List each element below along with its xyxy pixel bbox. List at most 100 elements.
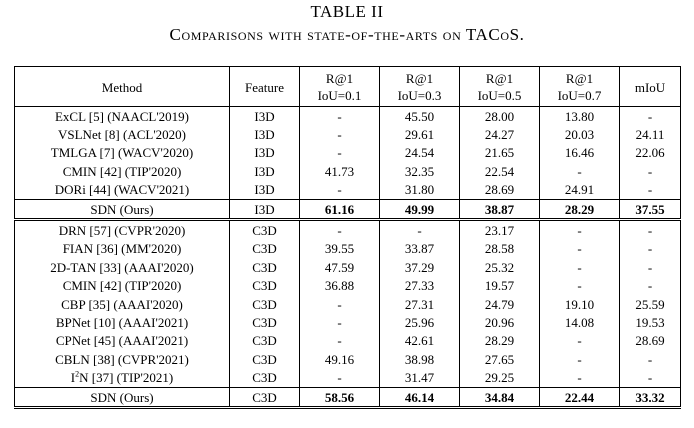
method-cell: CMIN [42] (TIP'2020) bbox=[14, 276, 230, 295]
r1-iou07-cell: 28.29 bbox=[539, 198, 620, 222]
feature-cell: I3D bbox=[229, 106, 300, 126]
r1-iou03-cell: - bbox=[379, 219, 460, 240]
method-cell: FIAN [36] (MM'2020) bbox=[14, 239, 230, 259]
r1-iou05-cell: 20.96 bbox=[459, 313, 540, 332]
feature-cell: I3D bbox=[229, 162, 300, 181]
header-r1-iou07-bottom: IoU=0.7 bbox=[557, 88, 602, 103]
r1-iou05-cell: 28.00 bbox=[459, 106, 540, 126]
r1-iou03-cell: 31.47 bbox=[379, 368, 460, 388]
header-r1-iou07-top: R@1 bbox=[565, 71, 594, 86]
r1-iou05-cell: 23.17 bbox=[459, 219, 540, 240]
header-r1-iou01-top: R@1 bbox=[325, 71, 354, 86]
method-cell: SDN (Ours) bbox=[14, 386, 230, 410]
feature-cell: C3D bbox=[229, 368, 300, 388]
ours-row-i3d: SDN (Ours) I3D 61.16 49.99 38.87 28.29 3… bbox=[14, 198, 681, 222]
r1-iou05-cell: 24.27 bbox=[459, 125, 540, 144]
method-superscript: 2 bbox=[75, 369, 80, 379]
method-cell: VSLNet [8] (ACL'2020) bbox=[14, 125, 230, 144]
header-r1-iou03-bottom: IoU=0.3 bbox=[397, 88, 442, 103]
r1-iou07-cell: - bbox=[539, 331, 620, 351]
r1-iou05-cell: 38.87 bbox=[459, 198, 540, 222]
feature-cell: C3D bbox=[229, 350, 300, 369]
r1-iou07-cell: - bbox=[539, 350, 620, 369]
feature-cell: C3D bbox=[229, 276, 300, 295]
r1-iou05-cell: 19.57 bbox=[459, 276, 540, 295]
miou-cell: 33.32 bbox=[619, 386, 681, 410]
miou-cell: - bbox=[619, 350, 681, 369]
r1-iou07-cell: - bbox=[539, 162, 620, 181]
method-cell: DORi [44] (WACV'2021) bbox=[14, 180, 230, 200]
table-row: 2D-TAN [33] (AAAI'2020) C3D 47.59 37.29 … bbox=[14, 258, 681, 277]
r1-iou05-cell: 27.65 bbox=[459, 350, 540, 369]
r1-iou01-cell: 39.55 bbox=[299, 239, 380, 259]
r1-iou01-cell: 47.59 bbox=[299, 258, 380, 277]
miou-cell: 25.59 bbox=[619, 294, 681, 314]
method-cell: CPNet [45] (AAAI'2021) bbox=[14, 331, 230, 351]
method-cell: 2D-TAN [33] (AAAI'2020) bbox=[14, 258, 230, 277]
header-r1-iou01: R@1 IoU=0.1 bbox=[299, 66, 380, 107]
miou-cell: - bbox=[619, 276, 681, 295]
miou-cell: 28.69 bbox=[619, 331, 681, 351]
r1-iou01-cell: - bbox=[299, 219, 380, 240]
miou-cell: 24.11 bbox=[619, 125, 681, 144]
r1-iou07-cell: - bbox=[539, 276, 620, 295]
feature-cell: C3D bbox=[229, 386, 300, 410]
method-cell: CMIN [42] (TIP'2020) bbox=[14, 162, 230, 181]
r1-iou03-cell: 45.50 bbox=[379, 106, 460, 126]
method-cell: DRN [57] (CVPR'2020) bbox=[14, 219, 230, 240]
header-r1-iou07: R@1 IoU=0.7 bbox=[539, 66, 620, 107]
table-header: Method Feature R@1 IoU=0.1 R@1 IoU=0.3 R… bbox=[14, 66, 681, 107]
method-cell: SDN (Ours) bbox=[14, 198, 230, 222]
table-row: CBP [35] (AAAI'2020) C3D - 27.31 24.79 1… bbox=[14, 294, 681, 314]
r1-iou07-cell: - bbox=[539, 258, 620, 277]
miou-cell: 22.06 bbox=[619, 143, 681, 163]
table-row: TMLGA [7] (WACV'2020) I3D - 24.54 21.65 … bbox=[14, 143, 681, 163]
r1-iou03-cell: 42.61 bbox=[379, 331, 460, 351]
r1-iou03-cell: 27.33 bbox=[379, 276, 460, 295]
feature-cell: I3D bbox=[229, 125, 300, 144]
feature-cell: I3D bbox=[229, 180, 300, 200]
feature-cell: I3D bbox=[229, 198, 300, 222]
r1-iou01-cell: 49.16 bbox=[299, 350, 380, 369]
header-r1-iou05-bottom: IoU=0.5 bbox=[477, 88, 522, 103]
table-row: VSLNet [8] (ACL'2020) I3D - 29.61 24.27 … bbox=[14, 125, 681, 144]
method-cell: CBP [35] (AAAI'2020) bbox=[14, 294, 230, 314]
table-row: DRN [57] (CVPR'2020) C3D - - 23.17 - - bbox=[14, 219, 681, 240]
miou-cell: - bbox=[619, 106, 681, 126]
table-row: CBLN [38] (CVPR'2021) C3D 49.16 38.98 27… bbox=[14, 350, 681, 369]
method-cell: TMLGA [7] (WACV'2020) bbox=[14, 143, 230, 163]
method-cell: BPNet [10] (AAAI'2021) bbox=[14, 313, 230, 332]
feature-cell: C3D bbox=[229, 313, 300, 332]
table-caption: Comparisons with state-of-the-arts on TA… bbox=[169, 25, 525, 44]
i3d-section: ExCL [5] (NAACL'2019) I3D - 45.50 28.00 … bbox=[14, 106, 681, 222]
method-prefix: I bbox=[70, 370, 76, 386]
method-cell: CBLN [38] (CVPR'2021) bbox=[14, 350, 230, 369]
miou-cell: - bbox=[619, 368, 681, 388]
r1-iou03-cell: 37.29 bbox=[379, 258, 460, 277]
r1-iou05-cell: 34.84 bbox=[459, 386, 540, 410]
table-row: BPNet [10] (AAAI'2021) C3D - 25.96 20.96… bbox=[14, 313, 681, 332]
comparison-table: Method Feature R@1 IoU=0.1 R@1 IoU=0.3 R… bbox=[14, 66, 681, 410]
r1-iou07-cell: - bbox=[539, 219, 620, 240]
r1-iou07-cell: 19.10 bbox=[539, 294, 620, 314]
header-r1-iou05-top: R@1 bbox=[485, 71, 514, 86]
r1-iou07-cell: 24.91 bbox=[539, 180, 620, 200]
r1-iou05-cell: 21.65 bbox=[459, 143, 540, 163]
r1-iou07-cell: - bbox=[539, 239, 620, 259]
table-row: CMIN [42] (TIP'2020) C3D 36.88 27.33 19.… bbox=[14, 276, 681, 295]
r1-iou05-cell: 29.25 bbox=[459, 368, 540, 388]
miou-cell: - bbox=[619, 180, 681, 200]
miou-cell: 19.53 bbox=[619, 313, 681, 332]
method-rest: N [37] (TIP'2021) bbox=[79, 370, 174, 386]
r1-iou03-cell: 24.54 bbox=[379, 143, 460, 163]
r1-iou07-cell: - bbox=[539, 368, 620, 388]
r1-iou03-cell: 27.31 bbox=[379, 294, 460, 314]
r1-iou07-cell: 16.46 bbox=[539, 143, 620, 163]
r1-iou03-cell: 32.35 bbox=[379, 162, 460, 181]
header-miou: mIoU bbox=[619, 66, 681, 107]
table-row: FIAN [36] (MM'2020) C3D 39.55 33.87 28.5… bbox=[14, 239, 681, 259]
c3d-section: DRN [57] (CVPR'2020) C3D - - 23.17 - - F… bbox=[14, 219, 681, 410]
table-row: CPNet [45] (AAAI'2021) C3D - 42.61 28.29… bbox=[14, 331, 681, 351]
r1-iou07-cell: 14.08 bbox=[539, 313, 620, 332]
